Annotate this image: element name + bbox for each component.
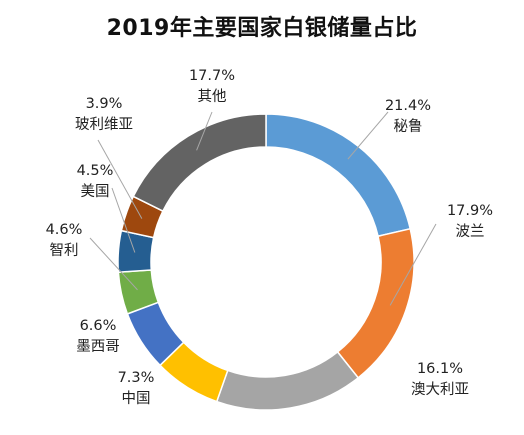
label-percent-australia: 16.1% xyxy=(417,361,463,377)
leader-line-usa xyxy=(111,187,136,253)
label-name-poland: 波兰 xyxy=(456,223,485,240)
slice-other xyxy=(132,113,267,213)
leader-line-other xyxy=(196,111,213,151)
label-name-mexico: 墨西哥 xyxy=(76,339,120,355)
label-name-china: 中国 xyxy=(122,390,151,407)
label-percent-bolivia: 3.9% xyxy=(86,96,123,112)
slice-poland xyxy=(336,227,415,379)
leader-line-peru xyxy=(347,111,389,160)
label-percent-peru: 21.4% xyxy=(385,98,431,114)
label-name-peru: 秘鲁 xyxy=(394,118,423,135)
chart-title: 2019年主要国家白银储量占比 xyxy=(106,16,418,41)
labels-layer: 21.4% 秘鲁 17.9% 波兰 16.1% 澳大利亚 7.3% 中国 6.6% 墨西哥 4.6%… xyxy=(46,68,493,407)
label-percent-chile: 4.6% xyxy=(46,222,83,238)
leader-line-poland xyxy=(389,223,437,306)
label-name-australia: 澳大利亚 xyxy=(411,381,469,398)
slice-australia xyxy=(215,350,360,411)
leader-lines-layer xyxy=(89,111,437,306)
slice-peru xyxy=(265,113,412,238)
label-percent-mexico: 6.6% xyxy=(80,318,117,334)
slices-layer xyxy=(117,113,415,411)
label-percent-poland: 17.9% xyxy=(447,203,493,219)
leader-line-chile xyxy=(89,237,138,291)
label-percent-other: 17.7% xyxy=(189,68,235,84)
label-name-bolivia: 玻利维亚 xyxy=(75,116,133,133)
label-name-chile: 智利 xyxy=(50,242,79,259)
leader-line-bolivia xyxy=(97,139,143,219)
label-percent-china: 7.3% xyxy=(118,370,155,386)
label-name-usa: 美国 xyxy=(81,183,110,200)
label-percent-usa: 4.5% xyxy=(77,163,114,179)
label-name-other: 其他 xyxy=(198,88,227,105)
